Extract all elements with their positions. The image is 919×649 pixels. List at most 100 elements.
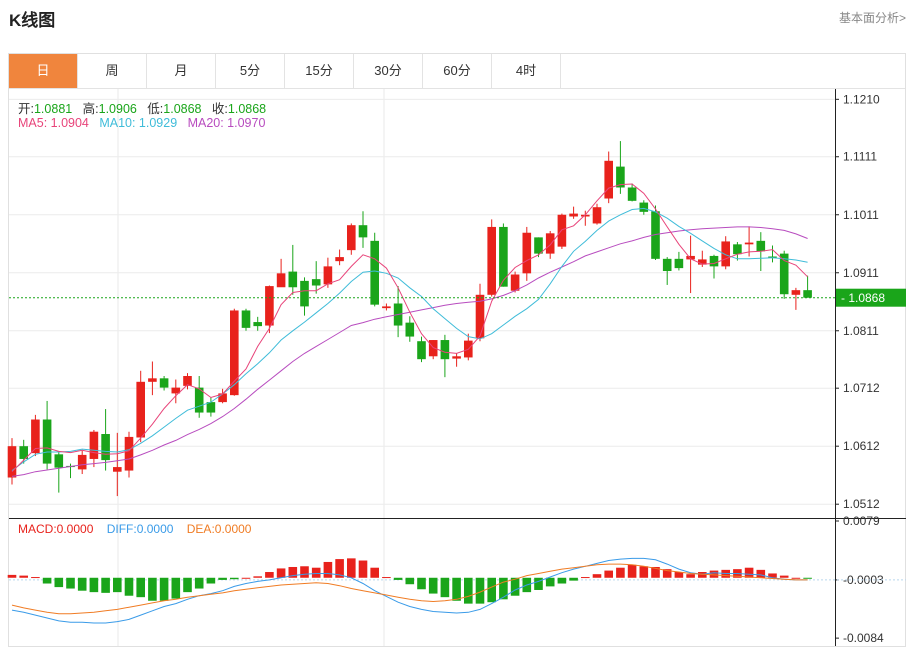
tab-month[interactable]: 月 bbox=[147, 54, 216, 88]
macd-bar bbox=[358, 560, 368, 578]
candle-body bbox=[510, 274, 520, 291]
candle-body bbox=[19, 446, 28, 459]
macd-y-tick-label: -0.0003 bbox=[843, 573, 884, 587]
macd-bar bbox=[405, 577, 415, 585]
candle-body bbox=[101, 434, 110, 461]
macd-bar bbox=[545, 577, 555, 587]
low-label: 低: bbox=[147, 102, 164, 116]
macd-bar bbox=[7, 574, 17, 578]
macd-bar bbox=[300, 566, 309, 578]
macd-bar bbox=[276, 568, 286, 578]
candle-body bbox=[651, 211, 660, 259]
macd-bar bbox=[674, 572, 684, 578]
macd-bar bbox=[77, 577, 87, 591]
candle-body bbox=[218, 393, 227, 403]
ohlc-legend: 开:1.0881 高:1.0906 低:1.0868 收:1.0868 bbox=[18, 98, 266, 117]
y-tick-label: 1.0811 bbox=[843, 324, 879, 338]
macd-bar bbox=[779, 575, 789, 578]
candle-body bbox=[42, 419, 52, 464]
candle-body bbox=[405, 322, 415, 337]
candle-body bbox=[265, 286, 274, 326]
candle-body bbox=[171, 387, 181, 394]
macd-bar bbox=[31, 577, 40, 579]
macd-legend-value: MACD:0.0000 bbox=[18, 522, 94, 536]
candle-body bbox=[639, 202, 649, 212]
ma10-line bbox=[11, 207, 808, 472]
macd-bar bbox=[335, 559, 344, 578]
macd-bar bbox=[709, 570, 719, 578]
ma-legend: MA5: 1.0904 MA10: 1.0929 MA20: 1.0970 bbox=[18, 116, 265, 130]
macd-bar bbox=[136, 577, 145, 598]
macd-bar bbox=[113, 577, 122, 593]
tab-30min[interactable]: 30分 bbox=[354, 54, 423, 88]
low-value: 1.0868 bbox=[163, 102, 202, 116]
macd-bar bbox=[311, 567, 321, 578]
candle-body bbox=[534, 237, 543, 254]
ma5-line bbox=[11, 183, 808, 473]
candle-body bbox=[230, 310, 239, 396]
macd-y-tick-label: -0.0084 bbox=[843, 631, 884, 645]
macd-bar bbox=[616, 567, 625, 578]
tab-day[interactable]: 日 bbox=[9, 54, 78, 88]
macd-bar bbox=[159, 577, 169, 601]
candle-body bbox=[276, 273, 286, 288]
macd-bar bbox=[19, 575, 28, 578]
candle-body bbox=[803, 290, 812, 298]
tab-week[interactable]: 周 bbox=[78, 54, 147, 88]
open-label: 开: bbox=[18, 102, 34, 116]
candle-body bbox=[428, 340, 438, 357]
candle-body bbox=[358, 225, 368, 238]
macd-bar bbox=[230, 577, 239, 580]
candle-body bbox=[616, 166, 625, 188]
macd-bar bbox=[756, 569, 766, 578]
y-tick-label: 1.0712 bbox=[843, 381, 880, 395]
fundamental-analysis-link[interactable]: 基本面分析> bbox=[838, 11, 906, 25]
close-label: 收: bbox=[211, 102, 228, 116]
macd-bar bbox=[382, 577, 391, 579]
page-title: K线图 bbox=[9, 11, 56, 30]
tab-15min[interactable]: 15分 bbox=[285, 54, 354, 88]
ma20-legend: MA20: 1.0970 bbox=[187, 116, 266, 130]
candle-body bbox=[452, 356, 461, 359]
macd-bar bbox=[428, 577, 438, 594]
tab-60min[interactable]: 60分 bbox=[423, 54, 492, 88]
diff-line bbox=[11, 557, 808, 624]
candle-body bbox=[756, 240, 766, 252]
candle-body bbox=[253, 322, 262, 327]
diff-legend-value: DIFF:0.0000 bbox=[106, 522, 174, 536]
macd-bar bbox=[791, 577, 801, 579]
candle-body bbox=[194, 387, 204, 413]
macd-bar bbox=[323, 561, 333, 578]
macd-bar bbox=[452, 577, 461, 601]
candle-body bbox=[662, 258, 672, 272]
macd-bar bbox=[183, 577, 192, 593]
macd-bar bbox=[569, 577, 578, 581]
candle-body bbox=[89, 431, 99, 459]
candle-body bbox=[733, 244, 742, 255]
macd-bar bbox=[768, 573, 777, 578]
macd-bar bbox=[347, 558, 356, 578]
tab-5min[interactable]: 5分 bbox=[216, 54, 285, 88]
candle-body bbox=[721, 241, 730, 267]
last-price-tag bbox=[836, 288, 906, 307]
macd-bar bbox=[604, 570, 613, 578]
candle-body bbox=[323, 266, 333, 285]
high-label: 高: bbox=[82, 102, 99, 116]
tab-4hour[interactable]: 4时 bbox=[492, 54, 561, 88]
candle-body bbox=[206, 402, 216, 413]
macd-bar bbox=[639, 566, 649, 578]
candle-body bbox=[698, 259, 707, 265]
open-value: 1.0881 bbox=[33, 102, 73, 116]
candle-body bbox=[581, 214, 590, 217]
candle-body bbox=[522, 232, 532, 274]
y-tick-label: 1.1210 bbox=[843, 92, 880, 106]
candle-body bbox=[7, 446, 17, 478]
macd-bar bbox=[651, 566, 660, 578]
macd-bar bbox=[592, 574, 602, 578]
candle-body bbox=[791, 290, 801, 295]
candle-body bbox=[335, 257, 344, 262]
macd-bar bbox=[499, 577, 508, 600]
macd-bar bbox=[464, 577, 473, 604]
last-price-label: - 1.0868 bbox=[841, 291, 885, 305]
dea-legend-value: DEA:0.0000 bbox=[186, 522, 252, 536]
